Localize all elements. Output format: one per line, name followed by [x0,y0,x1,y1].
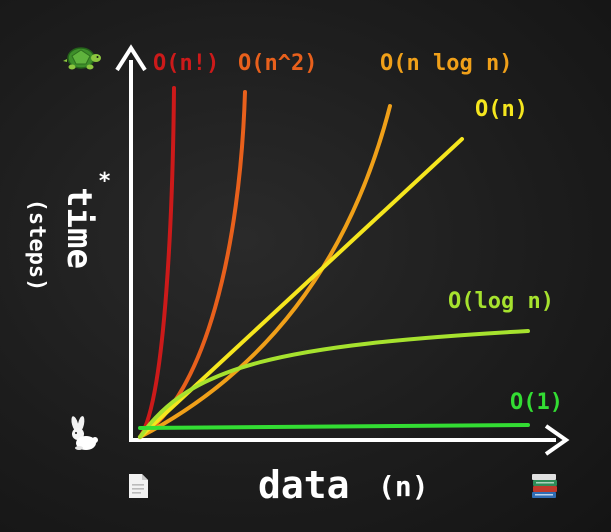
series-line-o-n-factorial [138,86,176,439]
series-label-o-log-n: O(log n) [448,289,554,314]
x-axis-unit: (n) [378,470,429,503]
series-label-o-n-log-n: O(n log n) [380,51,512,76]
series-line-o-n-log-n [138,104,392,439]
y-axis-title-group: time * (steps) [24,169,111,291]
series-label-o-n: O(n) [475,97,528,122]
document-icon [129,474,148,498]
series-line-o-log-n [138,329,530,439]
series-curves [138,86,530,439]
series-labels: O(n!) O(n^2) O(n log n) O(n) O(log n) O(… [153,51,563,415]
series-label-o-n-factorial: O(n!) [153,51,219,76]
series-line-o-1 [138,423,530,430]
y-axis-marker: * [98,169,111,194]
series-label-o-1: O(1) [510,390,563,415]
books-icon [532,474,557,498]
axes [115,44,570,456]
series-label-o-n-squared: O(n^2) [238,51,317,76]
rabbit-icon [71,416,98,450]
x-axis-arrowhead [544,424,570,456]
x-axis-title: data [258,463,350,507]
y-axis-title: time [59,187,99,269]
y-axis-arrowhead [115,44,147,72]
turtle-icon [63,47,101,70]
y-axis-unit: (steps) [24,199,49,292]
